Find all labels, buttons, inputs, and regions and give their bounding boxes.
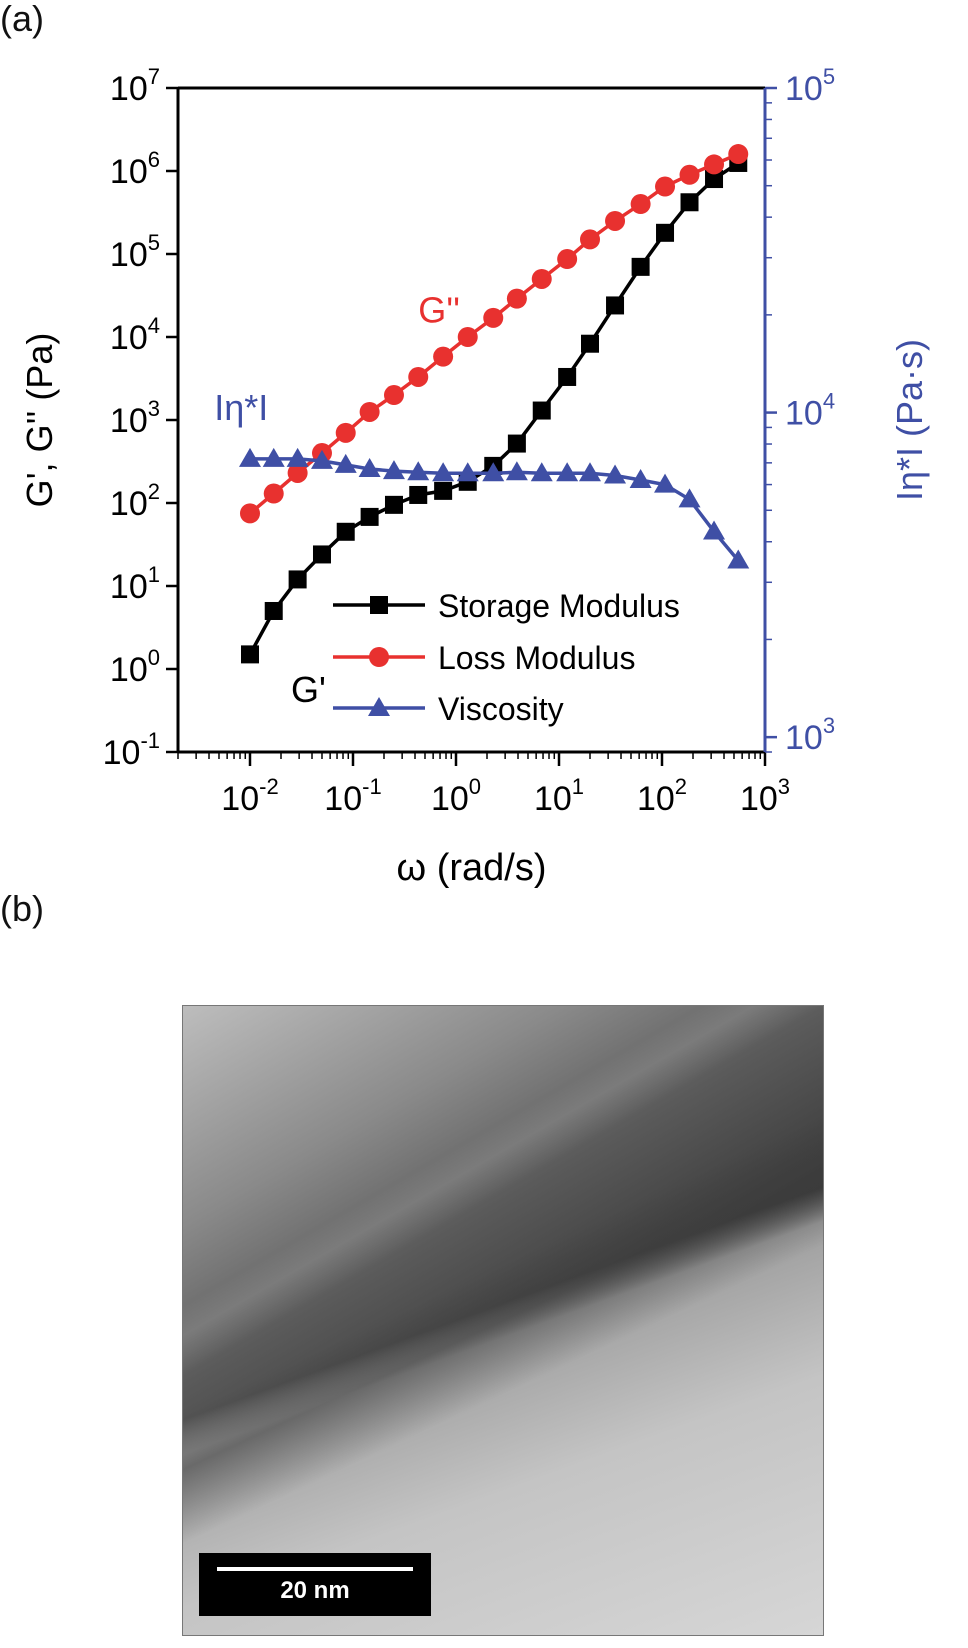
legend-marker — [370, 596, 388, 614]
viscosity-point — [530, 462, 553, 482]
loss-modulus-point — [408, 366, 429, 387]
y-tick-label: 101 — [110, 562, 160, 606]
loss-modulus-point — [679, 164, 700, 185]
loss-modulus-point — [655, 176, 676, 197]
storage-modulus-point — [360, 507, 379, 526]
loss-modulus-point — [335, 422, 356, 443]
loss-modulus-point — [605, 210, 626, 231]
legend-marker — [368, 697, 390, 716]
viscosity-point — [407, 461, 430, 481]
viscosity-point — [505, 461, 528, 481]
storage-modulus-point — [336, 522, 355, 541]
loss-modulus-point — [506, 288, 527, 309]
legend-entry: Viscosity — [438, 691, 564, 727]
viscosity-point — [556, 462, 579, 482]
viscosity-point — [310, 449, 333, 469]
panel-a-label: (a) — [0, 0, 44, 39]
y-tick-label: 106 — [110, 147, 160, 191]
storage-modulus-point — [581, 334, 600, 353]
viscosity-point — [456, 462, 479, 482]
x-tick-label: 10-2 — [221, 774, 278, 818]
scale-bar: 20 nm — [199, 1553, 431, 1616]
scale-bar-line — [217, 1567, 413, 1571]
legend-entry: Loss Modulus — [438, 640, 635, 676]
y2-axis-title: Iη*I (Pa·s) — [889, 339, 930, 501]
x-tick-label: 10-1 — [324, 774, 381, 818]
y-tick-label: 107 — [110, 64, 160, 108]
loss-modulus-point — [704, 154, 725, 175]
tem-micrograph: 20 nm — [182, 1005, 824, 1636]
loss-modulus-point — [531, 268, 552, 289]
loss-modulus-point — [263, 483, 284, 504]
legend-entry: Storage Modulus — [438, 588, 680, 624]
storage-modulus-point — [240, 645, 259, 664]
panel-b-label: (b) — [0, 888, 44, 929]
x-tick-label: 101 — [534, 774, 584, 818]
x-tick-label: 102 — [637, 774, 687, 818]
storage-modulus-point — [507, 434, 526, 453]
viscosity-point — [262, 447, 285, 467]
loss-modulus-point — [580, 229, 601, 250]
loss-modulus-point — [557, 249, 578, 270]
storage-modulus-point — [312, 545, 331, 564]
y-tick-label: 103 — [110, 396, 160, 440]
annotation-label: Iη*I — [214, 387, 268, 428]
x-tick-label: 100 — [431, 774, 481, 818]
x-axis-title: ω (rad/s) — [396, 847, 546, 889]
storage-modulus-point — [384, 495, 403, 514]
y-tick-label: 10-1 — [103, 728, 160, 772]
storage-modulus-point — [264, 601, 283, 620]
viscosity-point — [579, 462, 602, 482]
loss-modulus-point — [630, 194, 651, 215]
legend-marker — [369, 647, 389, 667]
viscosity-point — [604, 464, 627, 484]
loss-modulus-point — [483, 307, 504, 328]
annotation-label: G'' — [418, 289, 460, 330]
loss-modulus-point — [728, 144, 749, 165]
storage-modulus-point — [631, 257, 650, 276]
storage-modulus-point — [680, 193, 699, 212]
storage-modulus-point — [434, 481, 453, 500]
loss-modulus-point — [359, 401, 380, 422]
storage-modulus-point — [409, 485, 428, 504]
loss-modulus-point — [239, 503, 260, 524]
viscosity-point — [286, 447, 309, 467]
storage-modulus-point — [606, 296, 625, 315]
storage-modulus-point — [558, 367, 577, 386]
tem-layer-band — [183, 1006, 823, 1635]
x-tick-label: 103 — [740, 774, 790, 818]
viscosity-point — [382, 460, 405, 480]
viscosity-point — [238, 447, 261, 467]
y2-tick-label: 105 — [785, 64, 835, 108]
y-tick-label: 104 — [110, 313, 160, 357]
viscosity-point — [703, 520, 726, 540]
y-tick-label: 102 — [110, 479, 160, 523]
viscosity-point — [334, 453, 357, 473]
loss-modulus-point — [383, 385, 404, 406]
rheology-chart: 10-2 10-1 100 101 102 103 10-1 100 101 102 103 104 1… — [19, 64, 930, 889]
storage-modulus-point — [288, 570, 307, 589]
loss-modulus-point — [287, 462, 308, 483]
viscosity-point — [629, 468, 652, 488]
y-tick-label: 100 — [110, 645, 160, 689]
y2-tick-label: 104 — [785, 389, 835, 433]
viscosity-point — [678, 488, 701, 508]
scale-bar-label: 20 nm — [280, 1577, 350, 1604]
storage-modulus-point — [705, 170, 724, 189]
tem-layer-band — [183, 1006, 823, 1635]
viscosity-point — [432, 462, 455, 482]
viscosity-point — [482, 462, 505, 482]
y-tick-label: 105 — [110, 230, 160, 274]
y2-tick-label: 103 — [785, 713, 835, 757]
viscosity-point — [727, 549, 750, 569]
loss-modulus-point — [457, 327, 478, 347]
storage-modulus-point — [532, 401, 551, 420]
loss-modulus-point — [433, 346, 454, 367]
viscosity-point — [358, 458, 381, 478]
storage-modulus-point — [656, 223, 675, 242]
annotation-label: G' — [291, 669, 326, 710]
viscosity-point — [654, 473, 677, 493]
y-axis-title: G', G'' (Pa) — [19, 333, 60, 508]
